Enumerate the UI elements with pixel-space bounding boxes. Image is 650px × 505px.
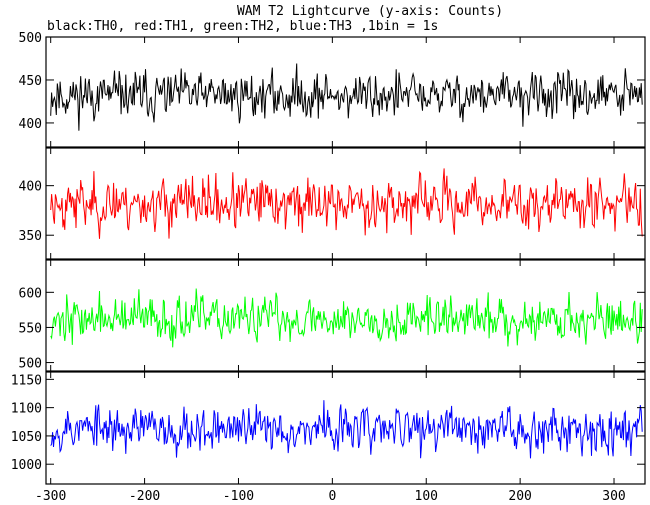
- y-tick-label: 1100: [11, 402, 42, 417]
- y-tick-label: 500: [19, 357, 42, 372]
- x-tick-label: 200: [508, 489, 531, 504]
- chart-title: WAM T2 Lightcurve (y-axis: Counts): [237, 4, 503, 19]
- series-th0-line: [50, 63, 643, 131]
- panel-frame: [45, 371, 646, 485]
- y-tick-label: 400: [19, 180, 42, 195]
- y-tick-label: 400: [19, 117, 42, 132]
- x-tick-label: 300: [602, 489, 625, 504]
- panel-th3: 1000 1050 1100 1150: [11, 371, 646, 485]
- panel-th0: 400 450 500: [19, 31, 646, 148]
- chart-subtitle: black:TH0, red:TH1, green:TH2, blue:TH3 …: [47, 19, 438, 34]
- y-tick-label: 550: [19, 321, 42, 336]
- panel-th1: 350 400: [19, 147, 646, 260]
- y-tick-label: 350: [19, 229, 42, 244]
- series-th1-line: [50, 168, 643, 239]
- x-axis: -300 -200 -100 0 100 200 300: [35, 489, 626, 504]
- x-tick-label: 0: [328, 489, 336, 504]
- series-th3-line: [50, 400, 643, 459]
- panel-frame: [45, 259, 646, 372]
- x-tick-label: 100: [415, 489, 438, 504]
- y-tick-label: 600: [19, 286, 42, 301]
- panels-group: 400 450 500 350 400 500 550 600 1000 1050 1100 1150: [11, 31, 646, 485]
- series-th2-line: [50, 288, 643, 348]
- panel-th2: 500 550 600: [19, 259, 646, 372]
- y-tick-label: 500: [19, 31, 42, 46]
- x-tick-label: -100: [223, 489, 254, 504]
- panel-frame: [45, 36, 646, 148]
- y-tick-label: 1150: [11, 373, 42, 388]
- y-tick-label: 450: [19, 74, 42, 89]
- x-tick-label: -300: [35, 489, 66, 504]
- panel-frame: [45, 147, 646, 260]
- y-tick-label: 1050: [11, 430, 42, 445]
- x-tick-label: -200: [129, 489, 160, 504]
- y-tick-label: 1000: [11, 458, 42, 473]
